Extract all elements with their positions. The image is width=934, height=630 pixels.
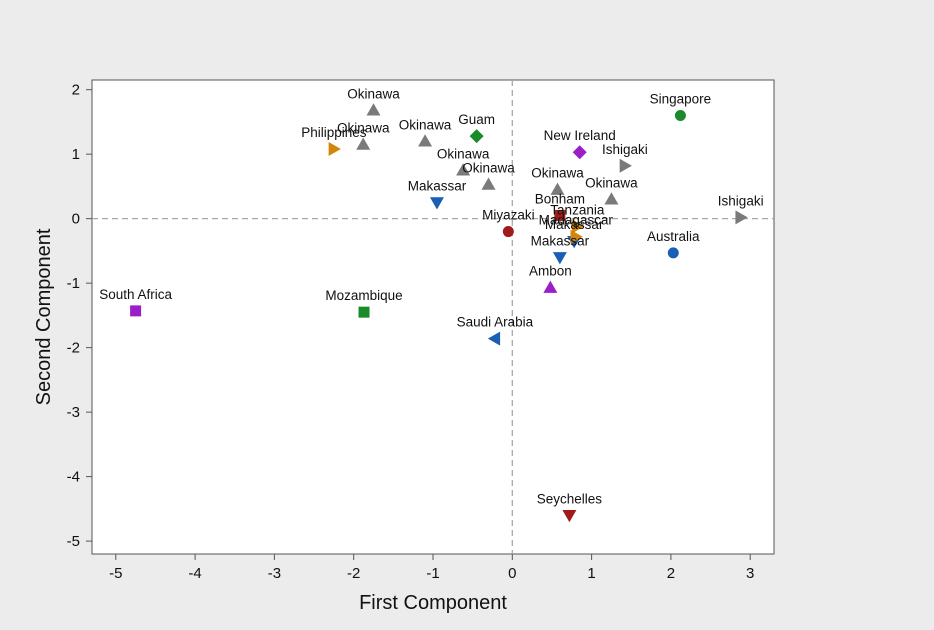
y-tick-label: 2: [72, 82, 80, 99]
data-points: [130, 103, 748, 523]
point-label: Miyazaki: [482, 208, 535, 223]
point-label: Bonham: [535, 191, 585, 206]
data-point: [570, 229, 583, 244]
data-point: [481, 177, 496, 190]
data-point: [562, 510, 577, 523]
point-label: Mozambique: [325, 288, 402, 303]
y-axis-ticks: 2 1 0 -1 -2 -3 -4 -5: [67, 82, 92, 550]
x-tick-label: 0: [508, 565, 516, 582]
data-point: [502, 226, 514, 238]
x-axis-ticks: -5 -4 -3 -2 -1 0 1 2 3: [109, 554, 754, 582]
point-label: Makassar: [531, 233, 590, 248]
data-point: [358, 306, 370, 318]
point-label: New Ireland: [544, 128, 616, 143]
point-label: Ambon: [529, 264, 572, 279]
point-label: Okinawa: [399, 117, 452, 132]
y-tick-label: -4: [67, 469, 80, 486]
y-tick-label: -2: [67, 340, 80, 357]
point-label: Singapore: [650, 91, 712, 106]
data-point: [366, 103, 381, 116]
x-tick-label: 2: [667, 565, 675, 582]
point-label: Seychelles: [537, 491, 603, 506]
data-point: [456, 163, 471, 176]
data-point: [543, 280, 558, 293]
data-point: [572, 145, 587, 160]
data-point: [667, 247, 679, 259]
x-tick-label: -4: [188, 565, 201, 582]
point-label: Australia: [647, 229, 700, 244]
data-point: [674, 109, 686, 121]
reference-lines: [92, 80, 774, 554]
point-label: Makassar: [545, 217, 604, 232]
point-label: Ishigaki: [718, 193, 764, 208]
point-label: Philippines: [301, 125, 367, 140]
scatter-chart: -5 -4 -3 -2 -1 0 1 2 3 210-1-2-3-4-5 OkinawaOkin…: [33, 79, 775, 614]
point-label: Makassar: [408, 179, 467, 194]
data-point: [735, 210, 748, 225]
y-tick-label: -1: [67, 275, 80, 292]
y-axis-title: Second Component: [33, 228, 55, 405]
plot-area: [91, 79, 775, 555]
point-label: Saudi Arabia: [457, 315, 534, 330]
data-point: [487, 331, 501, 346]
point-label: Guam: [458, 112, 495, 127]
point-label: Okinawa: [531, 166, 584, 181]
data-point: [552, 252, 567, 265]
y-tick-label: -3: [67, 404, 80, 421]
data-point: [418, 134, 433, 147]
point-label: Tanzania: [550, 202, 605, 217]
point-label: Okinawa: [437, 146, 490, 161]
x-tick-label: -3: [268, 565, 281, 582]
point-label: South Africa: [99, 287, 172, 302]
data-point: [429, 197, 444, 210]
data-point: [604, 192, 619, 205]
data-point: [469, 129, 484, 144]
x-tick-label: 3: [746, 565, 754, 582]
x-tick-label: 1: [587, 565, 595, 582]
data-point: [328, 142, 341, 157]
x-tick-label: -2: [347, 565, 360, 582]
point-label: Okinawa: [585, 175, 638, 190]
point-label: Okinawa: [347, 86, 400, 101]
point-label: Ishigaki: [602, 142, 648, 157]
point-label: Okinawa: [462, 160, 515, 175]
data-point: [130, 305, 142, 317]
y-tick-label: 1: [72, 146, 80, 163]
point-label: Okinawa: [337, 120, 390, 135]
data-point: [550, 182, 565, 195]
x-axis-title: First Component: [359, 592, 507, 614]
x-tick-label: -1: [426, 565, 439, 582]
data-point: [356, 137, 371, 150]
point-label: Madagascar: [539, 213, 614, 228]
data-point: [619, 158, 632, 173]
chart-container: -5 -4 -3 -2 -1 0 1 2 3 2 1 0 -1 -2 -3 -4 -5 Okinawa Okin…: [8, 8, 934, 630]
data-point: [572, 219, 585, 234]
data-point: [554, 209, 566, 221]
y-tick-label: -5: [67, 533, 80, 550]
y-tick-label: 0: [72, 211, 80, 228]
x-tick-label: -5: [109, 565, 122, 582]
